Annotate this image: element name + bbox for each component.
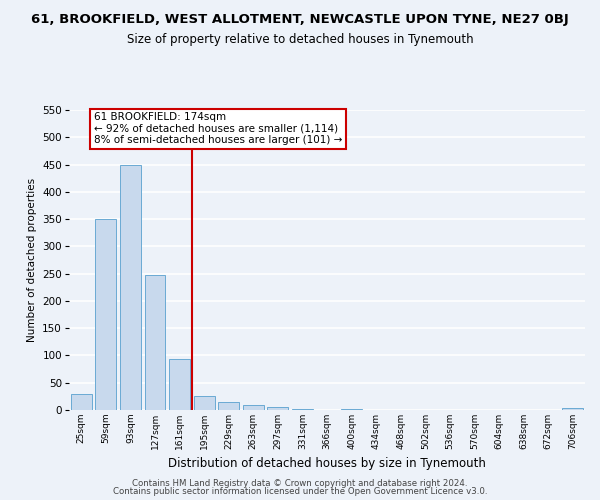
Bar bbox=[218, 402, 239, 410]
Text: Size of property relative to detached houses in Tynemouth: Size of property relative to detached ho… bbox=[127, 32, 473, 46]
Bar bbox=[95, 219, 116, 410]
Text: 61, BROOKFIELD, WEST ALLOTMENT, NEWCASTLE UPON TYNE, NE27 0BJ: 61, BROOKFIELD, WEST ALLOTMENT, NEWCASTL… bbox=[31, 12, 569, 26]
Bar bbox=[145, 274, 166, 410]
X-axis label: Distribution of detached houses by size in Tynemouth: Distribution of detached houses by size … bbox=[168, 458, 486, 470]
Bar bbox=[169, 358, 190, 410]
Text: Contains public sector information licensed under the Open Government Licence v3: Contains public sector information licen… bbox=[113, 487, 487, 496]
Text: 61 BROOKFIELD: 174sqm
← 92% of detached houses are smaller (1,114)
8% of semi-de: 61 BROOKFIELD: 174sqm ← 92% of detached … bbox=[94, 112, 342, 146]
Bar bbox=[341, 409, 362, 410]
Y-axis label: Number of detached properties: Number of detached properties bbox=[27, 178, 37, 342]
Bar bbox=[120, 164, 141, 410]
Bar bbox=[268, 408, 289, 410]
Bar bbox=[71, 394, 92, 410]
Bar bbox=[562, 408, 583, 410]
Bar bbox=[194, 396, 215, 410]
Bar bbox=[243, 404, 264, 410]
Text: Contains HM Land Registry data © Crown copyright and database right 2024.: Contains HM Land Registry data © Crown c… bbox=[132, 478, 468, 488]
